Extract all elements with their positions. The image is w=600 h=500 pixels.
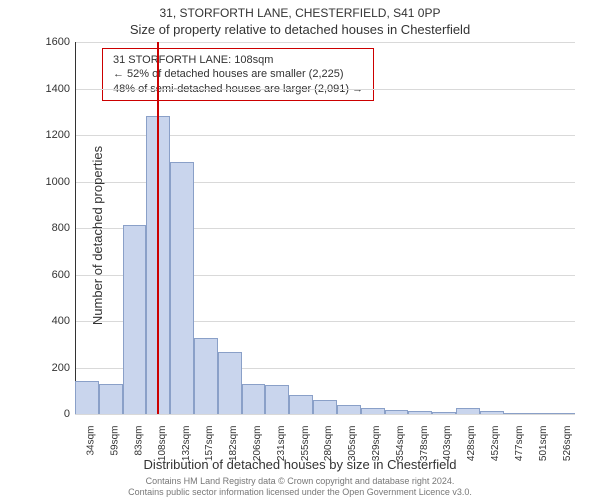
gridline [75,89,575,90]
ytick-label: 1600 [30,36,70,48]
xtick-label: 132sqm [181,426,192,462]
xtick-label: 59sqm [109,426,120,456]
xtick-label: 501sqm [538,426,549,462]
xtick-label: 157sqm [204,426,215,462]
histogram-bar [289,395,313,414]
histogram-bar [551,413,575,414]
xtick-label: 255sqm [300,426,311,462]
xtick-label: 477sqm [514,426,525,462]
xtick-label: 378sqm [419,426,430,462]
xtick-label: 108sqm [157,426,168,462]
histogram-bar [99,384,123,414]
histogram-bar [242,384,266,414]
histogram-bar [265,385,289,414]
xtick-label: 452sqm [490,426,501,462]
ytick-label: 1400 [30,83,70,95]
plot-area [75,42,575,414]
xtick-label: 34sqm [85,426,96,456]
reference-line [157,42,159,414]
ytick-label: 1200 [30,129,70,141]
xtick-label: 526sqm [562,426,573,462]
ytick-label: 400 [30,315,70,327]
xtick-label: 280sqm [324,426,335,462]
ytick-label: 1000 [30,176,70,188]
ytick-label: 600 [30,269,70,281]
xtick-label: 206sqm [252,426,263,462]
histogram-bar [361,408,385,414]
xtick-label: 231sqm [276,426,287,462]
xtick-label: 182sqm [228,426,239,462]
xtick-label: 305sqm [347,426,358,462]
ytick-label: 0 [30,408,70,420]
chart-title-sub: Size of property relative to detached ho… [0,22,600,37]
xtick-label: 83sqm [133,426,144,456]
histogram-bar [123,225,147,414]
xtick-label: 403sqm [443,426,454,462]
y-axis-line [75,42,76,414]
histogram-bar [194,338,218,414]
xtick-label: 329sqm [371,426,382,462]
histogram-bar [504,413,528,414]
ytick-label: 800 [30,222,70,234]
histogram-bar [337,405,361,414]
histogram-bar [385,410,409,414]
ytick-label: 200 [30,362,70,374]
y-axis-label: Number of detached properties [90,146,105,325]
chart-container: 31, STORFORTH LANE, CHESTERFIELD, S41 0P… [0,0,600,500]
histogram-bar [313,400,337,414]
histogram-bar [456,408,480,414]
footer-attribution: Contains HM Land Registry data © Crown c… [0,476,600,498]
chart-title-main: 31, STORFORTH LANE, CHESTERFIELD, S41 0P… [0,6,600,20]
histogram-bar [170,162,194,414]
histogram-bar [75,381,99,414]
histogram-bar [408,411,432,414]
gridline [75,42,575,43]
histogram-bar [432,412,456,414]
footer-line-2: Contains public sector information licen… [0,487,600,498]
histogram-bar [218,352,242,414]
footer-line-1: Contains HM Land Registry data © Crown c… [0,476,600,487]
histogram-bar [480,411,504,414]
histogram-bar [527,413,551,414]
gridline [75,414,575,415]
xtick-label: 428sqm [466,426,477,462]
xtick-label: 354sqm [395,426,406,462]
